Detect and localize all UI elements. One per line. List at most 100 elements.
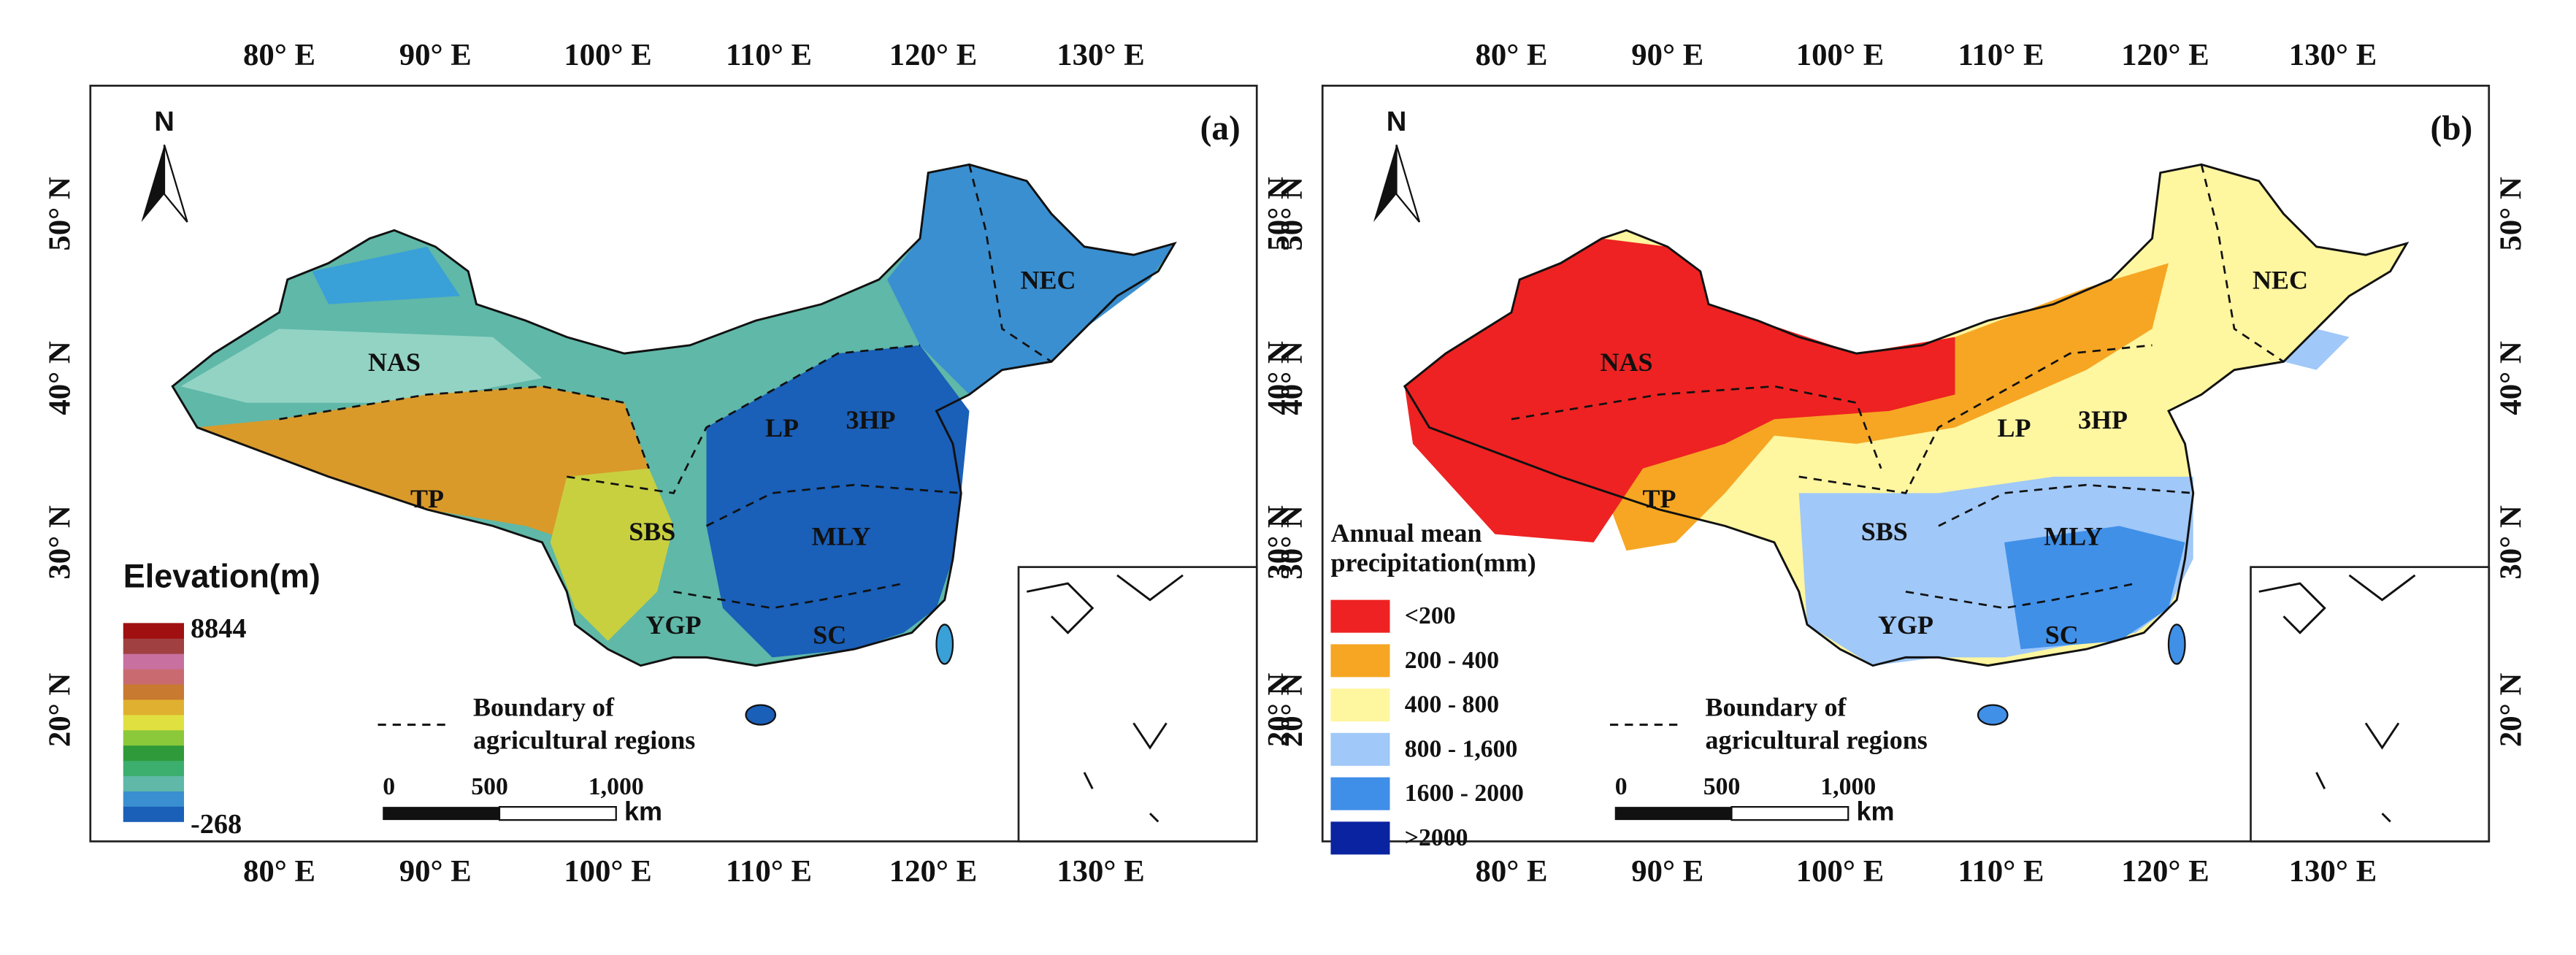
- country-outline: [171, 163, 1177, 667]
- lat-tick-label: 50° N: [42, 177, 77, 251]
- region-label: NAS: [368, 348, 421, 377]
- legend-title: precipitation(mm): [1331, 548, 1536, 578]
- legend-label: 1600 - 2000: [1405, 780, 1524, 807]
- lat-tick-label: 30° N: [42, 505, 77, 580]
- scale-label: 500: [1703, 773, 1741, 800]
- map-fill: [197, 386, 649, 542]
- legend-swatch: [123, 760, 184, 777]
- scale-bar: [498, 806, 617, 821]
- panel-label: (a): [1200, 110, 1241, 147]
- lon-tick-label: 130° E: [1057, 854, 1144, 889]
- lat-tick-label: 30° N: [2493, 505, 2528, 580]
- island: [2167, 624, 2186, 665]
- lon-tick-label: 110° E: [1958, 854, 2044, 889]
- lon-tick-label: 110° E: [1958, 38, 2044, 72]
- legend-swatch: [123, 745, 184, 762]
- lon-tick-label: 90° E: [1631, 38, 1703, 72]
- north-arrow: [163, 145, 188, 223]
- legend-swatch: [1330, 777, 1390, 810]
- region-boundary: [279, 385, 651, 469]
- north-arrow: [1395, 145, 1421, 223]
- region-boundary: [1938, 483, 2193, 527]
- lon-tick-label: 80° E: [243, 38, 315, 72]
- lat-tick-label: 30° N: [1262, 505, 1296, 580]
- legend-label: 400 - 800: [1405, 691, 1499, 718]
- island: [745, 704, 777, 726]
- lon-tick-label: 120° E: [889, 854, 977, 889]
- region-label: TP: [410, 484, 444, 513]
- map-fill: [1404, 238, 1955, 542]
- lon-tick-label: 110° E: [726, 38, 812, 72]
- lat-tick-label: 20° N: [1275, 673, 1309, 748]
- lon-tick-label: 130° E: [1057, 38, 1144, 72]
- lat-tick-label: 20° N: [1262, 673, 1296, 748]
- legend-max: 8844: [191, 613, 247, 644]
- lat-tick-label: 30° N: [1275, 505, 1309, 580]
- scale-label: 0: [383, 773, 395, 800]
- lon-tick-label: 100° E: [1796, 38, 1884, 72]
- map-fill: [2004, 526, 2185, 650]
- region-boundary: [1798, 344, 2153, 494]
- scale-label: 0: [1615, 773, 1628, 800]
- lon-tick-label: 80° E: [1475, 38, 1547, 72]
- inset-frame: [1017, 566, 1258, 843]
- region-boundary: [1905, 582, 2136, 610]
- lon-tick-label: 100° E: [1796, 854, 1884, 889]
- map-fill: [312, 246, 460, 304]
- map-fill: [887, 164, 1175, 395]
- lat-tick-label: 40° N: [1275, 341, 1309, 415]
- inset-coast: [1026, 574, 1184, 823]
- region-boundary: [2200, 164, 2285, 363]
- island: [935, 624, 954, 665]
- lon-tick-label: 80° E: [243, 854, 315, 889]
- region-label: NAS: [1600, 348, 1652, 377]
- lon-tick-label: 100° E: [564, 38, 651, 72]
- legend-label: 200 - 400: [1405, 647, 1499, 674]
- legend-swatch: [1330, 732, 1390, 766]
- region-boundary: [673, 582, 904, 610]
- legend-swatch: [123, 684, 184, 700]
- legend-swatch: [123, 638, 184, 654]
- boundary-label: agricultural regions: [473, 726, 695, 755]
- map-fill: [180, 329, 543, 403]
- legend-title: Annual mean: [1331, 518, 1482, 548]
- legend-label: >2000: [1405, 824, 1468, 851]
- lon-tick-label: 90° E: [1631, 854, 1703, 889]
- region-label: NEC: [2253, 266, 2308, 295]
- lon-tick-label: 120° E: [2121, 854, 2209, 889]
- lon-tick-label: 120° E: [2121, 38, 2209, 72]
- legend-swatch: [123, 714, 184, 731]
- inset-frame: [2250, 566, 2491, 843]
- region-label: SC: [2045, 621, 2079, 650]
- legend-label: <200: [1405, 602, 1456, 629]
- lon-tick-label: 90° E: [399, 38, 472, 72]
- region-label: SBS: [629, 517, 675, 546]
- scale-label: 1,000: [1820, 773, 1876, 800]
- island: [1977, 704, 2009, 726]
- legend-swatch: [123, 669, 184, 685]
- boundary-label: agricultural regions: [1706, 726, 1928, 755]
- lat-tick-label: 20° N: [42, 673, 77, 748]
- legend-label: 800 - 1,600: [1405, 735, 1518, 762]
- scale-bar: [383, 807, 499, 821]
- map-fill: [706, 345, 970, 658]
- legend-swatch: [123, 699, 184, 716]
- region-label: 3HP: [846, 405, 896, 434]
- inset-coast: [2258, 574, 2416, 823]
- north-label: N: [1387, 106, 1407, 137]
- legend-swatch: [123, 806, 184, 822]
- scale-label: 1,000: [589, 773, 644, 800]
- legend-swatch: [123, 729, 184, 746]
- lon-tick-label: 110° E: [726, 854, 812, 889]
- region-label: YGP: [1878, 610, 1933, 640]
- lon-tick-label: 80° E: [1475, 854, 1547, 889]
- scale-bar: [1730, 806, 1849, 821]
- region-boundary: [968, 164, 1052, 363]
- lon-tick-label: 130° E: [2289, 38, 2377, 72]
- region-label: 3HP: [2078, 405, 2128, 434]
- north-arrow: [1373, 145, 1397, 223]
- lat-tick-label: 40° N: [2493, 341, 2528, 415]
- region-label: SC: [813, 621, 846, 650]
- map-fill: [2283, 329, 2350, 370]
